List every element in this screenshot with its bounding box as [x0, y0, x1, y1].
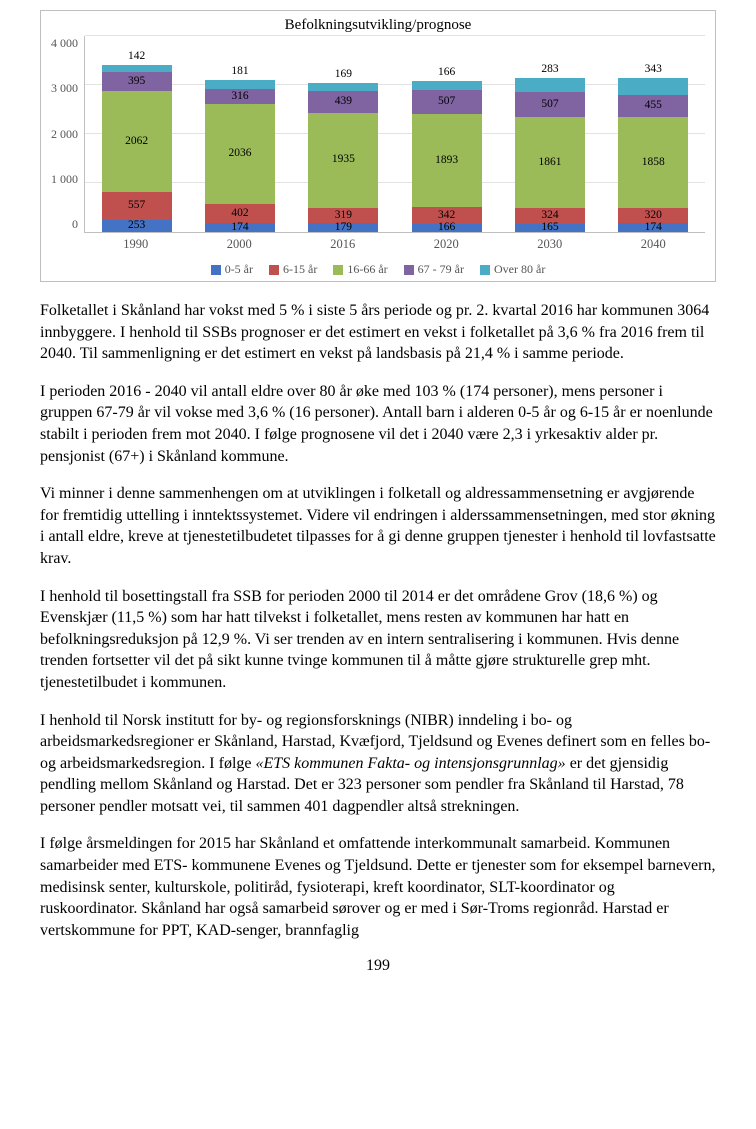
legend-item: 0-5 år	[211, 262, 253, 277]
legend-item: 67 - 79 år	[404, 262, 464, 277]
x-tick-label: 2000	[204, 237, 274, 252]
legend-label: 0-5 år	[225, 262, 253, 277]
gridline	[85, 182, 705, 183]
legend-swatch	[404, 265, 414, 275]
bar-segment: 439	[308, 91, 378, 113]
gridline	[85, 35, 705, 36]
y-axis: 4 000 3 000 2 000 1 000 0	[51, 36, 84, 232]
bar-segment: 343	[618, 78, 688, 95]
gridline	[85, 133, 705, 134]
bar-segment: 2036	[205, 104, 275, 204]
bar-segment: 283	[515, 78, 585, 92]
legend-item: 16-66 år	[333, 262, 387, 277]
plot-area: 2535572062395142174402203631618117931919…	[84, 36, 705, 233]
legend-label: 67 - 79 år	[418, 262, 464, 277]
legend-swatch	[333, 265, 343, 275]
chart-legend: 0-5 år 6-15 år 16-66 år 67 - 79 år Over 80 å…	[51, 262, 705, 277]
bar-segment: 181	[205, 80, 275, 89]
legend-swatch	[480, 265, 490, 275]
bar-group: 1744022036316181	[205, 80, 275, 232]
bar-segment: 2062	[102, 91, 172, 192]
bar-segment: 179	[308, 223, 378, 232]
x-tick-label: 2030	[515, 237, 585, 252]
legend-item: Over 80 år	[480, 262, 545, 277]
bar-group: 2535572062395142	[102, 65, 172, 232]
bar-segment: 316	[205, 89, 275, 104]
bar-group: 1793191935439169	[308, 83, 378, 232]
paragraph-5-italic: «ETS kommunen Fakta- og intensjonsgrunnl…	[255, 755, 565, 772]
legend-label: Over 80 år	[494, 262, 545, 277]
bar-segment: 1861	[515, 117, 585, 208]
bar-segment: 174	[618, 223, 688, 232]
x-tick-label: 1990	[101, 237, 171, 252]
bar-value-label: 142	[102, 51, 172, 63]
paragraph-6: I følge årsmeldingen for 2015 har Skånla…	[40, 833, 716, 941]
bar-segment: 455	[618, 95, 688, 117]
page-number: 199	[40, 957, 716, 975]
chart-body: 4 0003 0002 0001 0000 253557206239514217…	[51, 36, 705, 256]
legend-item: 6-15 år	[269, 262, 317, 277]
bar-segment: 166	[412, 81, 482, 89]
paragraph-1: Folketallet i Skånland har vokst med 5 %…	[40, 300, 716, 365]
bar-segment: 253	[102, 220, 172, 232]
body-text: Folketallet i Skånland har vokst med 5 %…	[40, 300, 716, 941]
y-tick-label: 4 000	[51, 36, 78, 51]
y-tick-label: 2 000	[51, 127, 78, 142]
bar-segment: 166	[412, 224, 482, 232]
bar-segment: 1858	[618, 117, 688, 208]
bar-segment: 557	[102, 192, 172, 219]
bar-value-label: 343	[618, 64, 688, 76]
x-axis: 1990 2000 2016 2020 2030 2040	[84, 237, 705, 252]
y-tick-label: 3 000	[51, 81, 78, 96]
x-tick-label: 2020	[411, 237, 481, 252]
bar-group: 1653241861507283	[515, 78, 585, 232]
paragraph-3: Vi minner i denne sammenhengen om at utv…	[40, 483, 716, 569]
bar-group: 1743201858455343	[618, 78, 688, 232]
bar-segment: 165	[515, 224, 585, 232]
bar-segment: 169	[308, 83, 378, 91]
population-chart: Befolkningsutvikling/prognose 4 000 3 000…	[40, 10, 716, 282]
bar-value-label: 181	[205, 66, 275, 78]
paragraph-4: I henhold til bosettingstall fra SSB for…	[40, 586, 716, 694]
bar-value-label: 166	[412, 67, 482, 79]
bar-segment: 507	[412, 90, 482, 115]
chart-title: Befolkningsutvikling/prognose	[51, 17, 705, 34]
bar-segment: 142	[102, 65, 172, 72]
bar-segment: 507	[515, 92, 585, 117]
paragraph-5: I henhold til Norsk institutt for by- og…	[40, 710, 716, 818]
bar-segment: 395	[102, 72, 172, 91]
bar-value-label: 169	[308, 69, 378, 81]
legend-swatch	[211, 265, 221, 275]
gridline	[85, 84, 705, 85]
bar-group: 1663421893507166	[412, 81, 482, 232]
x-tick-label: 2040	[618, 237, 688, 252]
bar-segment: 174	[205, 223, 275, 232]
bar-segment: 1893	[412, 114, 482, 207]
bar-value-label: 283	[515, 64, 585, 76]
legend-label: 6-15 år	[283, 262, 317, 277]
bar-segment: 1935	[308, 113, 378, 208]
y-tick-label: 0	[51, 217, 78, 232]
y-tick-label: 1 000	[51, 172, 78, 187]
paragraph-2: I perioden 2016 - 2040 vil antall eldre …	[40, 381, 716, 467]
legend-label: 16-66 år	[347, 262, 387, 277]
legend-swatch	[269, 265, 279, 275]
x-tick-label: 2016	[308, 237, 378, 252]
